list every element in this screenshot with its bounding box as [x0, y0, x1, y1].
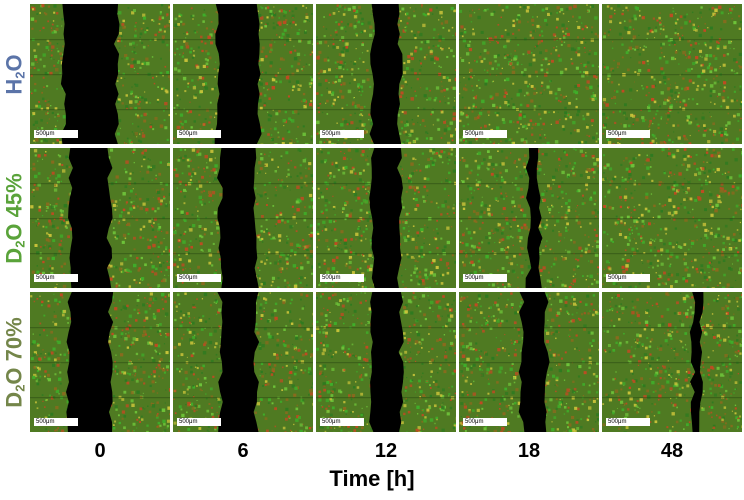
micrograph-d2o-70-t18: 500μm — [459, 292, 599, 432]
x-tick-label-6: 6 — [237, 440, 249, 462]
scale-bar: 500μm — [177, 130, 221, 138]
row-label-d2o-70: D2O 70% — [1, 316, 28, 408]
micrograph-h2o-t0: 500μm — [30, 4, 170, 144]
micrograph-d2o-45-t12: 500μm — [316, 148, 456, 288]
scale-bar: 500μm — [463, 274, 507, 282]
micrograph-d2o-45-t6: 500μm — [173, 148, 313, 288]
x-tick-label-12: 12 — [374, 440, 398, 462]
scale-bar: 500μm — [320, 130, 364, 138]
micrograph-h2o-t6: 500μm — [173, 4, 313, 144]
scale-bar: 500μm — [177, 274, 221, 282]
scale-bar: 500μm — [606, 418, 650, 426]
scale-bar: 500μm — [463, 418, 507, 426]
scale-bar: 500μm — [177, 418, 221, 426]
x-axis-title: Time [h] — [329, 466, 415, 491]
micrograph-d2o-45-t18: 500μm — [459, 148, 599, 288]
micrograph-d2o-70-t6: 500μm — [173, 292, 313, 432]
micrograph-d2o-45-t48: 500μm — [602, 148, 742, 288]
micrograph-h2o-t12: 500μm — [316, 4, 456, 144]
micrograph-d2o-70-t12: 500μm — [316, 292, 456, 432]
micrograph-d2o-70-t0: 500μm — [30, 292, 170, 432]
x-tick-label-18: 18 — [517, 440, 541, 462]
scale-bar: 500μm — [34, 130, 78, 138]
microscopy-grid: 500μm 500μm 500μm 500μm 500μm 500μm 500μm 500μm… — [30, 0, 744, 432]
micrograph-d2o-45-t0: 500μm — [30, 148, 170, 288]
scale-bar: 500μm — [320, 274, 364, 282]
scale-bar: 500μm — [463, 130, 507, 138]
row-label-h2o: H2O — [1, 53, 28, 95]
scale-bar: 500μm — [34, 274, 78, 282]
scale-bar: 500μm — [320, 418, 364, 426]
micrograph-d2o-70-t48: 500μm — [602, 292, 742, 432]
scale-bar: 500μm — [606, 274, 650, 282]
x-tick-label-48: 48 — [660, 440, 684, 462]
x-tick-label-0: 0 — [94, 440, 106, 462]
micrograph-h2o-t18: 500μm — [459, 4, 599, 144]
row-label-d2o-45: D2O 45% — [1, 172, 28, 264]
scale-bar: 500μm — [606, 130, 650, 138]
micrograph-h2o-t48: 500μm — [602, 4, 742, 144]
scale-bar: 500μm — [34, 418, 78, 426]
